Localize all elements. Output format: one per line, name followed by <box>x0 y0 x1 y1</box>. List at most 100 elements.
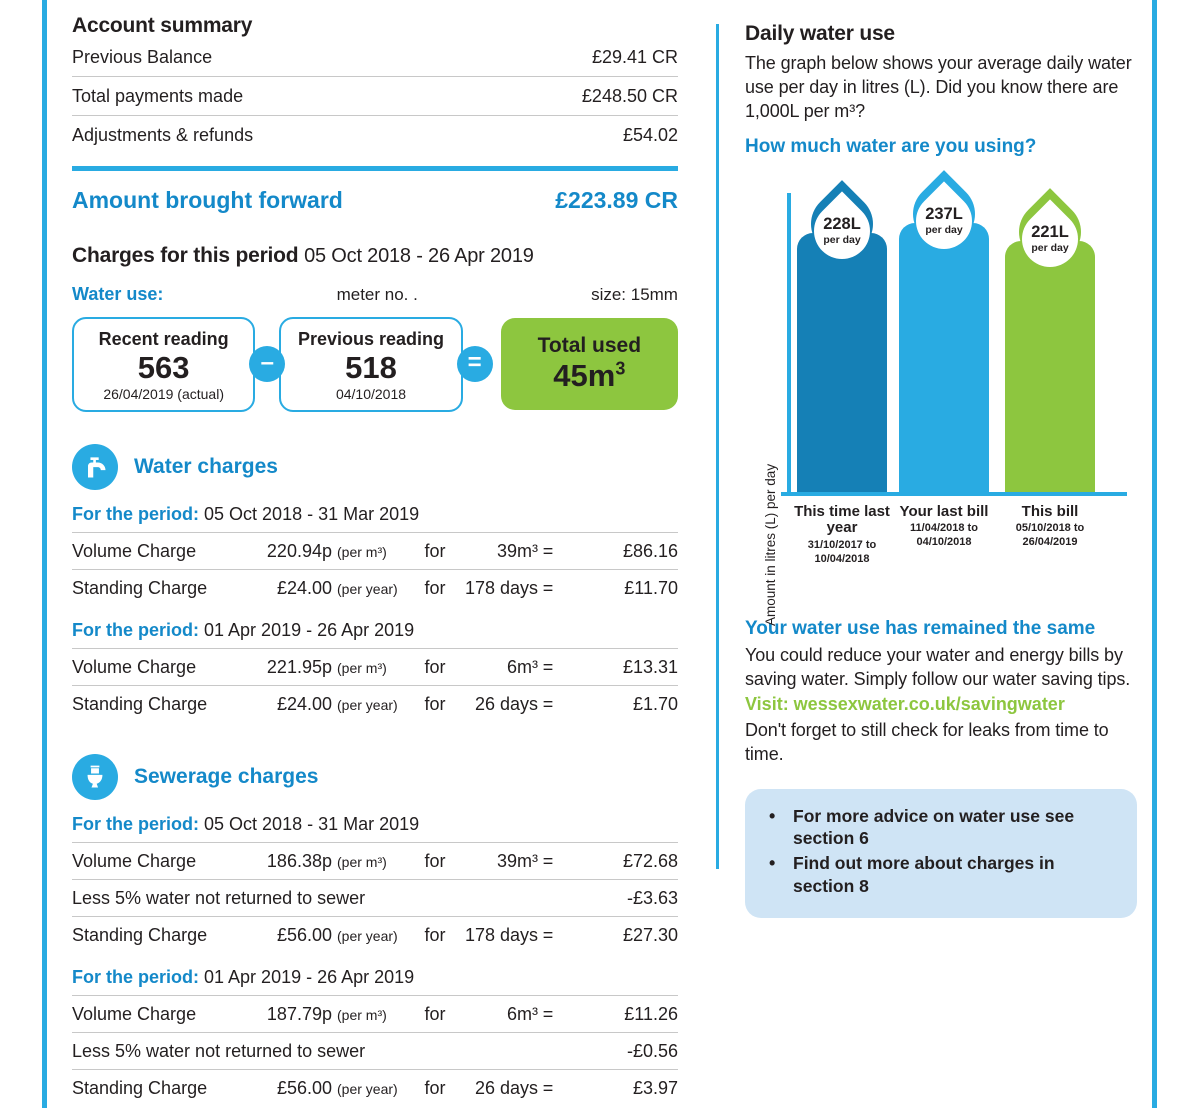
advice-box: For more advice on water use see section… <box>745 788 1137 918</box>
water-use-label: Water use: <box>72 284 164 304</box>
total-used-title: Total used <box>537 334 642 358</box>
water-charges-title: Water charges <box>134 454 278 478</box>
charge-row-deduction: Less 5% water not returned to sewer -£3.… <box>72 880 678 917</box>
equals-icon: = <box>456 346 493 383</box>
charges-period-title: Charges for this period 05 Oct 2018 - 26… <box>72 244 678 268</box>
sewerage-charges-table-1: Volume Charge 186.38p (per m³) for 39m³ … <box>72 843 678 953</box>
account-row-total-payments: Total payments made £248.50 CR <box>72 77 678 116</box>
daily-water-use-intro: The graph below shows your average daily… <box>745 53 1132 121</box>
charge-name: Standing Charge <box>72 1077 208 1098</box>
for-word: for <box>424 924 446 945</box>
minus-icon: – <box>249 346 286 383</box>
row-label: Adjustments & refunds <box>72 125 254 145</box>
charge-qty: 39m³ <box>496 850 538 871</box>
bar-this-bill: 221L per day <box>1005 187 1095 492</box>
equals-word: = <box>542 1003 554 1024</box>
charge-amount: £86.16 <box>622 540 678 561</box>
charge-name: Less 5% water not returned to sewer <box>72 1040 366 1061</box>
recent-reading-date: 26/04/2019 (actual) <box>103 385 224 402</box>
charges-column: Account summary Previous Balance £29.41 … <box>72 14 679 1108</box>
charge-unit: (per m³) <box>337 853 387 870</box>
category-label: This time last year <box>794 502 890 537</box>
charge-qty: 178 days <box>464 577 538 598</box>
toilet-icon <box>72 753 118 800</box>
tap-icon <box>72 443 118 490</box>
category-label: This bill <box>1021 502 1079 520</box>
charge-row: Volume Charge 221.95p (per m³) for 6m³ =… <box>72 649 678 686</box>
row-label: Previous Balance <box>72 47 213 67</box>
amount-brought-forward-row: Amount brought forward £223.89 CR <box>72 181 678 220</box>
brought-forward-value: £223.89 CR <box>555 187 678 213</box>
water-charges-table-1: Volume Charge 220.94p (per m³) for 39m³ … <box>72 533 678 606</box>
charge-amount: -£0.56 <box>626 1040 678 1061</box>
advice-list: For more advice on water use see section… <box>759 805 1119 898</box>
charge-row: Standing Charge £56.00 (per year) for 17… <box>72 917 678 953</box>
charge-rate: 220.94p <box>266 540 332 561</box>
for-word: for <box>424 850 446 871</box>
charge-row-deduction: Less 5% water not returned to sewer -£0.… <box>72 1033 678 1070</box>
charge-unit: (per m³) <box>337 1006 387 1023</box>
charge-row: Volume Charge 187.79p (per m³) for 6m³ =… <box>72 996 678 1033</box>
bar-value-unit: per day <box>925 224 963 237</box>
charge-amount: £3.97 <box>632 1077 678 1098</box>
previous-reading-value: 518 <box>345 350 397 385</box>
charge-amount: £11.70 <box>624 577 678 598</box>
equals-word: = <box>542 850 554 871</box>
meter-number-label: meter no. . <box>336 285 418 304</box>
row-value: £54.02 <box>622 125 678 145</box>
recent-reading-box: Recent reading 563 26/04/2019 (actual) <box>72 317 256 412</box>
charge-rate: £24.00 <box>276 693 332 714</box>
charge-qty: 26 days <box>474 1077 538 1098</box>
saving-advice-text: You could reduce your water and energy b… <box>745 644 1131 689</box>
row-label: Total payments made <box>72 86 244 106</box>
daily-water-use-chart: Amount in litres (L) per day 228L per da… <box>745 166 1137 626</box>
previous-reading-box: Previous reading 518 04/10/2018 <box>279 317 463 412</box>
meter-readings: Recent reading 563 26/04/2019 (actual) –… <box>72 317 679 412</box>
row-value: £248.50 CR <box>581 86 678 106</box>
bar-value: 237L <box>925 204 963 223</box>
total-used-exponent: 3 <box>615 358 626 379</box>
sewerage-charges-header: Sewerage charges <box>72 753 678 800</box>
previous-reading-date: 04/10/2018 <box>335 385 407 402</box>
x-label-your-last-bill: Your last bill 11/04/2018 to 04/10/2018 <box>884 503 1004 550</box>
for-word: for <box>424 693 446 714</box>
charge-unit: (per year) <box>337 580 398 597</box>
charge-row: Standing Charge £24.00 (per year) for 17… <box>72 570 678 606</box>
water-drop-label: 228L per day <box>802 191 882 271</box>
savingwater-link[interactable]: Visit: wessexwater.co.uk/savingwater <box>745 693 1065 714</box>
charge-name: Volume Charge <box>72 850 197 871</box>
charge-name: Volume Charge <box>72 540 197 561</box>
advice-item: Find out more about charges in section 8 <box>759 852 1119 898</box>
bar-value-unit: per day <box>1031 242 1069 255</box>
right-border-line <box>1152 0 1157 1108</box>
category-period: 31/10/2017 to 10/04/2018 <box>807 538 877 565</box>
minus-glyph: – <box>260 349 274 377</box>
water-charges-header: Water charges <box>72 443 678 490</box>
charge-rate: £56.00 <box>276 1077 332 1098</box>
charge-amount: -£3.63 <box>626 887 678 908</box>
charge-amount: £13.31 <box>622 656 678 677</box>
period-label: For the period: <box>72 813 199 834</box>
water-charges-table-2: Volume Charge 221.95p (per m³) for 6m³ =… <box>72 649 678 722</box>
category-period: 05/10/2018 to 26/04/2019 <box>1015 522 1085 549</box>
usage-result-heading: Your water use has remained the same <box>745 617 1096 639</box>
water-drop-label: 221L per day <box>1010 199 1090 279</box>
charge-rate: £24.00 <box>276 577 332 598</box>
charge-row: Standing Charge £56.00 (per year) for 26… <box>72 1070 678 1106</box>
bar-your-last-bill: 237L per day <box>899 169 989 492</box>
total-used-value: 45m3 <box>507 358 672 394</box>
period-dates: 01 Apr 2019 - 26 Apr 2019 <box>204 966 415 987</box>
equals-word: = <box>542 1077 554 1098</box>
charge-rate: 221.95p <box>266 656 332 677</box>
chart-x-axis-line <box>781 491 1127 496</box>
equals-glyph: = <box>467 349 482 377</box>
for-word: for <box>424 656 446 677</box>
charge-row: Volume Charge 186.38p (per m³) for 39m³ … <box>72 843 678 880</box>
bar-this-time-last-year: 228L per day <box>797 179 887 492</box>
equals-word: = <box>542 656 554 677</box>
charge-amount: £1.70 <box>632 693 678 714</box>
sewerage-charges-title: Sewerage charges <box>134 764 319 788</box>
period-label: For the period: <box>72 966 199 987</box>
bar-body: 237L per day <box>899 169 989 492</box>
charge-name: Standing Charge <box>72 693 208 714</box>
